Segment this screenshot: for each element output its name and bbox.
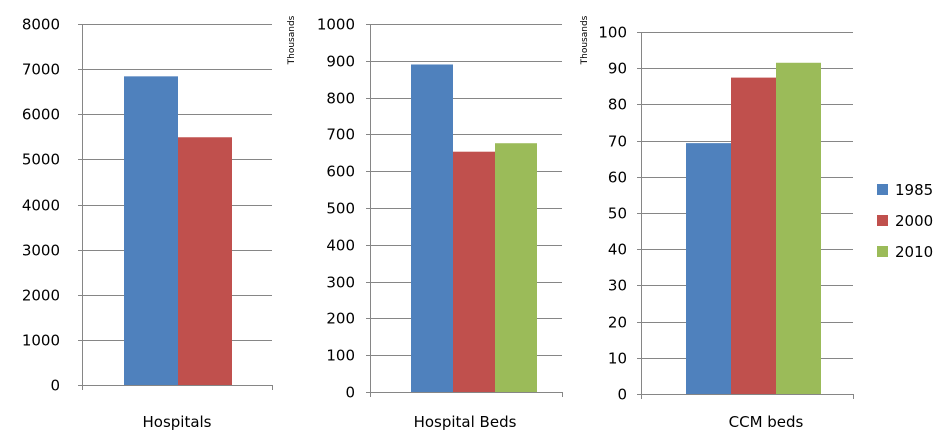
- bar-2010: [776, 62, 821, 395]
- bar-1985: [124, 76, 178, 385]
- y-tick-label: 5000: [22, 151, 60, 169]
- legend-label-2000: 2000: [895, 212, 933, 230]
- y-tick-label: 200: [326, 310, 355, 328]
- bar-2010: [495, 143, 537, 392]
- y-tick-label: 300: [326, 274, 355, 292]
- y-tick-label: 600: [326, 163, 355, 181]
- legend-label-1985: 1985: [895, 181, 933, 199]
- legend-swatch-1985: [877, 184, 888, 195]
- legend-label-2010: 2010: [895, 243, 933, 261]
- category-label-hospital-beds: Hospital Beds: [414, 413, 517, 431]
- y-tick-label: 4000: [22, 197, 60, 215]
- legend-swatch-2000: [877, 215, 888, 226]
- legend-swatch-2010: [877, 246, 888, 257]
- y-tick-label: 800: [326, 90, 355, 108]
- chart-panel-hospital-beds: 0 100 200 300 400 500 600 700 800 900 1000 Thousan…: [287, 15, 563, 431]
- y-tick-label: 0: [617, 386, 627, 404]
- y-tick-label: 1000: [22, 332, 60, 350]
- y-tick-label: 100: [326, 347, 355, 365]
- y-tick-label: 40: [608, 241, 627, 259]
- y-tick-label: 0: [50, 377, 60, 395]
- y-tick-label: 900: [326, 53, 355, 71]
- y-tick-label: 10: [608, 350, 627, 368]
- bar-1985: [686, 143, 731, 394]
- y-tick-label: 400: [326, 237, 355, 255]
- y-tick-label: 50: [608, 205, 627, 223]
- chart-panel-ccm-beds: 0 10 20 30 40 50 60 70 80 90 100 Thousands CCM bed…: [580, 15, 854, 431]
- y-tick-label: 70: [608, 133, 627, 151]
- unit-label-thousands: Thousands: [287, 15, 297, 65]
- bar-1985: [411, 64, 453, 392]
- unit-label-thousands: Thousands: [580, 15, 590, 65]
- y-tick-label: 500: [326, 200, 355, 218]
- category-label-ccm-beds: CCM beds: [729, 413, 804, 431]
- bar-2000: [453, 151, 495, 392]
- y-tick-label: 100: [598, 24, 627, 42]
- chart-panel-hospitals: 0 1000 2000 3000 4000 5000 6000 7000 8000 Hospit…: [22, 16, 273, 431]
- y-tick-label: 6000: [22, 106, 60, 124]
- bar-2000: [731, 77, 776, 394]
- y-tick-label: 90: [608, 60, 627, 78]
- y-tick-label: 30: [608, 277, 627, 295]
- category-label-hospitals: Hospitals: [142, 413, 211, 431]
- y-tick-label: 1000: [317, 16, 355, 34]
- y-tick-label: 0: [345, 384, 355, 402]
- y-tick-label: 2000: [22, 287, 60, 305]
- y-tick-label: 80: [608, 96, 627, 114]
- y-tick-label: 20: [608, 314, 627, 332]
- y-tick-label: 7000: [22, 61, 60, 79]
- y-tick-label: 60: [608, 169, 627, 187]
- legend: 1985 2000 2010: [877, 181, 933, 261]
- y-tick-label: 3000: [22, 242, 60, 260]
- y-tick-label: 700: [326, 126, 355, 144]
- y-tick-label: 8000: [22, 16, 60, 34]
- bar-2000: [178, 137, 232, 385]
